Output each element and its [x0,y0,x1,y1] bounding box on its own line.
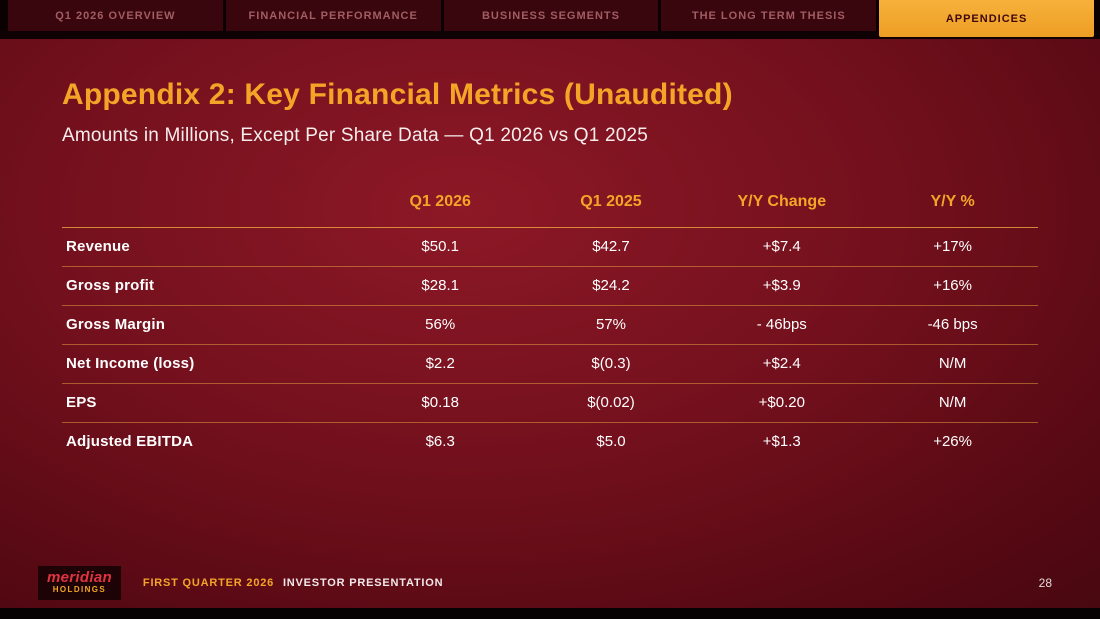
cell-value: +$3.9 [696,266,868,306]
column-header-yy-percent: Y/Y % [867,193,1038,228]
cell-value: $0.18 [354,383,526,423]
column-header-yy-change: Y/Y Change [696,193,868,228]
table-row-gross-margin: Gross Margin 56% 57% - 46bps -46 bps [62,305,1038,345]
row-label: Revenue [62,227,355,267]
cell-value: +26% [933,433,972,450]
financial-metrics-table: Q1 2026 Q1 2025 Y/Y Change Y/Y % Revenue… [62,193,1038,461]
table-header-row: Q1 2026 Q1 2025 Y/Y Change Y/Y % [62,193,1038,228]
logo-wordmark: meridian [47,568,112,586]
nav-tab-business-segments[interactable]: BUSINESS SEGMENTS [443,0,659,31]
cell-value: -46 bps [867,305,1038,345]
nav-tab-q1-2026-overview[interactable]: Q1 2026 OVERVIEW [8,0,223,31]
cell-value: $28.1 [354,266,526,306]
slide-nav: Q1 2026 OVERVIEW FINANCIAL PERFORMANCE B… [0,0,1100,37]
cell-value: +17% [867,227,1038,267]
row-label: Gross profit [62,266,355,306]
cell-value: $5.0 [596,433,626,450]
table-row-net-income: Net Income (loss) $2.2 $(0.3) +$2.4 N/M [62,344,1038,384]
cell-value: $(0.3) [525,344,697,384]
footer-caption-quarter: FIRST QUARTER 2026 [142,576,275,589]
row-label: Net Income (loss) [62,344,355,384]
row-label: EPS [62,383,355,423]
company-logo: meridian HOLDINGS [38,565,121,600]
cell-value: N/M [867,383,1038,423]
column-header-spacer [62,193,355,228]
table-row-eps: EPS $0.18 $(0.02) +$0.20 N/M [62,383,1038,423]
cell-value: 57% [525,305,697,345]
footer-caption: FIRST QUARTER 2026 INVESTOR PRESENTATION [143,577,443,589]
slide-subtitle: Amounts in Millions, Except Per Share Da… [62,125,649,146]
nav-tab-long-term-thesis[interactable]: THE LONG TERM THESIS [661,0,877,31]
slide-canvas: Appendix 2: Key Financial Metrics (Unaud… [0,39,1100,608]
cell-value: - 46bps [696,305,868,345]
cell-value: $2.2 [354,344,526,384]
logo-subtext: HOLDINGS [52,585,107,595]
footer-caption-text: INVESTOR PRESENTATION [282,576,444,589]
cell-value: $50.1 [354,227,526,267]
column-header-q1-2026: Q1 2026 [354,193,526,228]
cell-value: +$7.4 [696,227,868,267]
cell-value: +16% [867,266,1038,306]
cell-value: +$1.3 [762,433,801,450]
table-row-gross-profit: Gross profit $28.1 $24.2 +$3.9 +16% [62,266,1038,306]
nav-divider [0,31,1100,39]
nav-tab-financial-performance[interactable]: FINANCIAL PERFORMANCE [225,0,441,31]
cell-value: $(0.02) [525,383,697,423]
table-row-adjusted-ebitda: Adjusted EBITDA $6.3 $5.0 +$1.3 +26% [62,423,1038,462]
table-row-revenue: Revenue $50.1 $42.7 +$7.4 +17% [62,227,1038,267]
cell-value: $24.2 [525,266,697,306]
nav-tab-appendices[interactable]: APPENDICES [879,0,1094,37]
cell-value: $6.3 [425,433,455,450]
row-label: Adjusted EBITDA [66,433,194,450]
cell-value: +$2.4 [696,344,868,384]
bottom-bar [0,608,1100,619]
cell-value: N/M [867,344,1038,384]
cell-value: +$0.20 [696,383,868,423]
slide-title: Appendix 2: Key Financial Metrics (Unaud… [62,78,733,111]
column-header-q1-2025: Q1 2025 [525,193,697,228]
row-label: Gross Margin [62,305,355,345]
slide-footer: meridian HOLDINGS FIRST QUARTER 2026 INV… [38,565,443,600]
cell-value: $42.7 [525,227,697,267]
cell-value: 56% [354,305,526,345]
page-number: 28 [1038,576,1052,590]
